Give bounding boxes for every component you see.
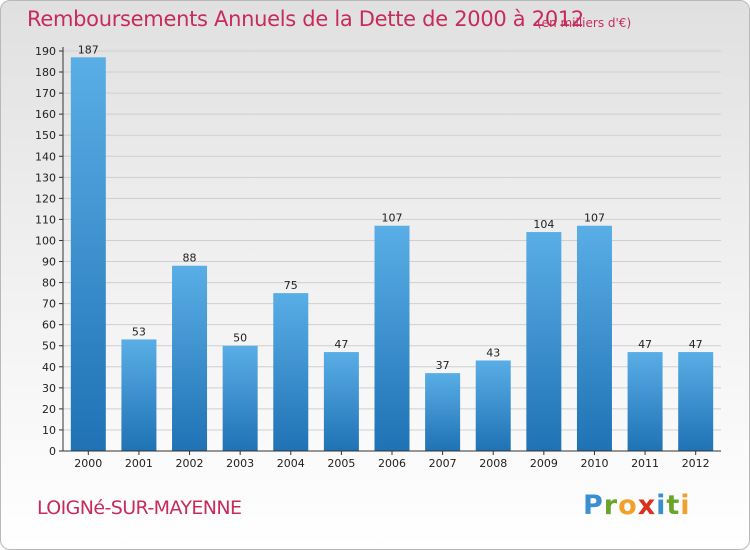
bar-chart: 0 10 20 30 40 50 60 70 80 90 100 110 120 130 140 150 160… [35, 43, 721, 470]
x-tick-label: 2001 [125, 457, 153, 470]
bar [526, 232, 562, 451]
chart-subtitle: (en milliers d'€) [537, 16, 632, 30]
x-tick-label: 2005 [327, 457, 355, 470]
x-tick-label: 2010 [580, 457, 608, 470]
x-tick-label: 2009 [530, 457, 558, 470]
proxiti-logo[interactable]: Proxiti [583, 490, 691, 521]
y-tick-label: 170 [35, 87, 56, 100]
x-tick-label: 2008 [479, 457, 507, 470]
x-tick-label: 2002 [176, 457, 204, 470]
bars [70, 57, 714, 451]
y-tick-label: 50 [42, 340, 56, 353]
y-tick-label: 140 [35, 150, 56, 163]
x-tick-label: 2003 [226, 457, 254, 470]
bar [222, 345, 258, 451]
bar [273, 293, 309, 451]
bar [374, 225, 410, 451]
bar-value-label: 107 [382, 212, 403, 225]
bar [172, 265, 208, 451]
y-tick-label: 150 [35, 129, 56, 142]
bar [475, 360, 511, 451]
bar-value-label: 53 [132, 325, 146, 338]
x-tick-label: 2000 [74, 457, 102, 470]
y-tick-label: 80 [42, 277, 56, 290]
x-tick-label: 2007 [429, 457, 457, 470]
town-name: LOIGNé-SUR-MAYENNE [37, 497, 242, 519]
y-tick-label: 120 [35, 192, 56, 205]
bar [323, 352, 359, 451]
bar-value-label: 47 [689, 338, 703, 351]
bar-value-label: 75 [284, 279, 298, 292]
axes [59, 47, 721, 455]
x-tick-label: 2012 [682, 457, 710, 470]
bar-value-label: 187 [78, 43, 99, 56]
bar-value-label: 37 [436, 359, 450, 372]
labels: 0 10 20 30 40 50 60 70 80 90 100 110 120 130 140 150 160… [35, 43, 710, 470]
y-tick-label: 30 [42, 382, 56, 395]
y-tick-label: 130 [35, 171, 56, 184]
bar-value-label: 107 [584, 212, 605, 225]
y-tick-label: 110 [35, 213, 56, 226]
bar [627, 352, 663, 451]
bar-value-label: 47 [334, 338, 348, 351]
x-tick-label: 2011 [631, 457, 659, 470]
bar-value-label: 47 [638, 338, 652, 351]
bar [70, 57, 106, 451]
bar [425, 373, 461, 451]
y-tick-label: 0 [49, 445, 56, 458]
bar [576, 225, 612, 451]
y-tick-label: 10 [42, 424, 56, 437]
y-tick-label: 20 [42, 403, 56, 416]
x-tick-label: 2006 [378, 457, 406, 470]
bar-value-label: 43 [486, 346, 500, 359]
y-tick-label: 70 [42, 298, 56, 311]
bar-value-label: 50 [233, 332, 247, 345]
y-tick-label: 100 [35, 234, 56, 247]
x-tick-label: 2004 [277, 457, 305, 470]
y-tick-label: 60 [42, 319, 56, 332]
bar-value-label: 88 [183, 252, 197, 265]
y-tick-label: 190 [35, 45, 56, 58]
y-tick-label: 180 [35, 66, 56, 79]
y-tick-label: 90 [42, 256, 56, 269]
bar [678, 352, 714, 451]
y-tick-label: 40 [42, 361, 56, 374]
y-tick-label: 160 [35, 108, 56, 121]
chart-title: Remboursements Annuels de la Dette de 20… [27, 7, 584, 31]
bar-value-label: 104 [533, 218, 554, 231]
bar [121, 339, 157, 451]
